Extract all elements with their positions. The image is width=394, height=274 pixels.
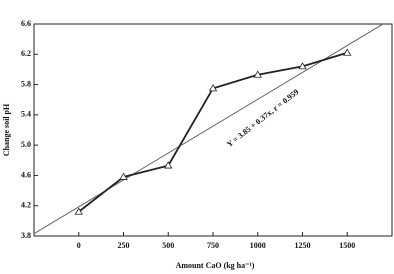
data-line <box>78 51 348 213</box>
y-tick-label: 3.8 <box>21 231 31 240</box>
marker <box>74 207 83 215</box>
marker <box>343 48 352 56</box>
y-tick-label: 6.2 <box>21 49 31 58</box>
fit-line <box>33 23 384 235</box>
y-tick-label: 4.2 <box>21 201 31 210</box>
y-tick-label: 4.6 <box>21 170 31 179</box>
marker <box>298 62 307 70</box>
x-tick-label: 1500 <box>339 241 355 250</box>
y-tick-label: 6.6 <box>21 19 31 28</box>
y-tick-label: 5.0 <box>21 140 31 149</box>
marker <box>119 172 128 180</box>
x-tick-label: 0 <box>77 241 81 250</box>
marker <box>253 70 262 78</box>
x-tick-label: 750 <box>207 241 219 250</box>
y-tick-label: 5.8 <box>21 79 31 88</box>
x-tick-label: 250 <box>118 241 130 250</box>
x-tick-label: 500 <box>162 241 174 250</box>
x-tick-label: 1000 <box>250 241 266 250</box>
marker <box>208 84 218 92</box>
x-tick-label: 1250 <box>295 241 311 250</box>
x-axis-label: Amount CaO (kg ha⁻¹) <box>176 261 255 270</box>
y-tick-label: 5.4 <box>21 110 31 119</box>
y-axis-label: Change soil pH <box>2 103 11 156</box>
marker <box>164 161 173 169</box>
